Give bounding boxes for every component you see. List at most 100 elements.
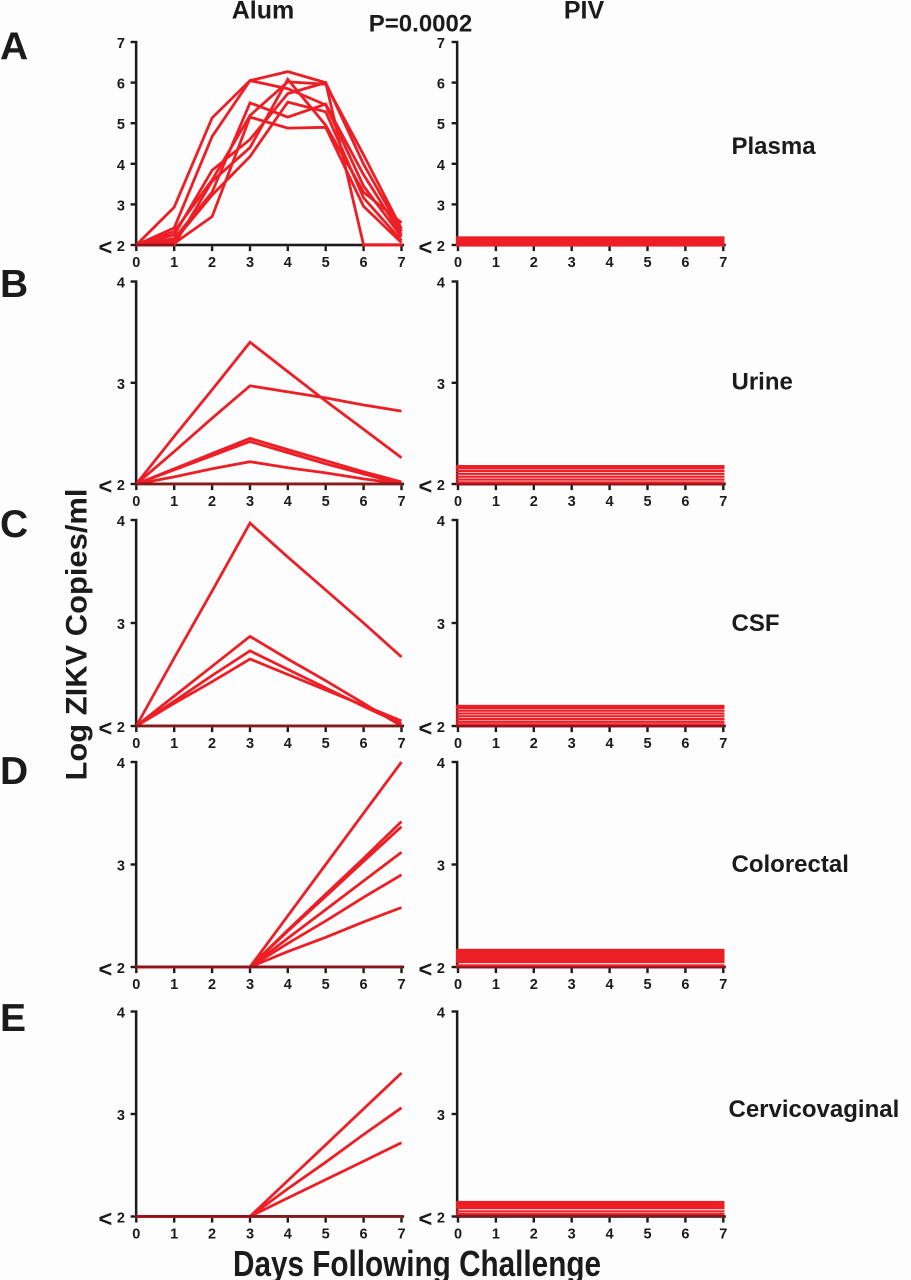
svg-text:2: 2 <box>530 736 538 752</box>
svg-text:7: 7 <box>719 736 727 752</box>
svg-text:3: 3 <box>246 494 254 510</box>
svg-text:4: 4 <box>284 1227 292 1243</box>
svg-text:3: 3 <box>117 859 125 875</box>
svg-text:3: 3 <box>117 198 125 214</box>
svg-text:0: 0 <box>132 494 140 510</box>
svg-text:0: 0 <box>454 494 462 510</box>
svg-text:1: 1 <box>170 977 178 993</box>
svg-text:E: E <box>0 997 26 1040</box>
svg-text:2: 2 <box>117 1211 125 1227</box>
svg-text:6: 6 <box>681 494 689 510</box>
svg-text:4: 4 <box>606 977 614 993</box>
svg-text:4: 4 <box>284 255 292 271</box>
svg-text:Plasma: Plasma <box>732 133 817 160</box>
svg-text:2: 2 <box>117 478 125 494</box>
svg-text:6: 6 <box>437 77 445 93</box>
svg-text:0: 0 <box>454 977 462 993</box>
svg-text:2: 2 <box>437 961 445 977</box>
svg-text:5: 5 <box>643 977 651 993</box>
svg-text:<: < <box>418 234 432 260</box>
svg-text:6: 6 <box>360 255 368 271</box>
svg-text:6: 6 <box>360 977 368 993</box>
svg-text:2: 2 <box>117 239 125 255</box>
svg-text:5: 5 <box>437 117 445 133</box>
svg-text:2: 2 <box>530 977 538 993</box>
svg-text:1: 1 <box>170 255 178 271</box>
svg-text:2: 2 <box>530 1227 538 1243</box>
svg-text:3: 3 <box>246 977 254 993</box>
svg-text:2: 2 <box>437 1211 445 1227</box>
svg-text:5: 5 <box>643 1227 651 1243</box>
svg-text:CSF: CSF <box>732 610 780 637</box>
svg-text:0: 0 <box>454 255 462 271</box>
svg-text:<: < <box>418 956 432 982</box>
svg-text:5: 5 <box>117 117 125 133</box>
svg-text:Urine: Urine <box>732 369 793 396</box>
svg-text:4: 4 <box>117 514 125 530</box>
svg-text:2: 2 <box>437 239 445 255</box>
svg-text:1: 1 <box>492 736 500 752</box>
svg-text:6: 6 <box>681 255 689 271</box>
svg-text:4: 4 <box>117 276 125 292</box>
svg-text:2: 2 <box>208 255 216 271</box>
svg-text:2: 2 <box>437 478 445 494</box>
svg-text:1: 1 <box>170 494 178 510</box>
svg-text:1: 1 <box>170 736 178 752</box>
svg-text:6: 6 <box>117 77 125 93</box>
svg-text:6: 6 <box>681 736 689 752</box>
svg-text:Log ZIKV Copies/ml: Log ZIKV Copies/ml <box>60 489 93 781</box>
svg-text:<: < <box>98 234 112 260</box>
svg-text:0: 0 <box>132 977 140 993</box>
svg-text:3: 3 <box>437 377 445 393</box>
svg-text:3: 3 <box>568 1227 576 1243</box>
svg-text:4: 4 <box>284 977 292 993</box>
svg-text:<: < <box>418 473 432 499</box>
svg-text:Colorectal: Colorectal <box>732 851 849 878</box>
svg-text:5: 5 <box>322 736 330 752</box>
svg-text:2: 2 <box>208 494 216 510</box>
svg-text:P=0.0002: P=0.0002 <box>369 11 472 38</box>
svg-text:2: 2 <box>208 1227 216 1243</box>
svg-text:6: 6 <box>681 977 689 993</box>
svg-text:0: 0 <box>132 1227 140 1243</box>
svg-text:2: 2 <box>530 255 538 271</box>
svg-text:C: C <box>0 503 28 546</box>
svg-text:5: 5 <box>643 255 651 271</box>
svg-text:2: 2 <box>437 720 445 736</box>
svg-text:<: < <box>418 715 432 741</box>
svg-text:4: 4 <box>437 158 445 174</box>
svg-text:B: B <box>0 263 28 306</box>
svg-text:3: 3 <box>246 736 254 752</box>
svg-text:Alum: Alum <box>232 0 295 25</box>
svg-text:0: 0 <box>454 1227 462 1243</box>
svg-text:0: 0 <box>132 255 140 271</box>
svg-text:Cervicovaginal: Cervicovaginal <box>729 1096 900 1123</box>
svg-text:7: 7 <box>397 1227 405 1243</box>
svg-text:3: 3 <box>568 494 576 510</box>
svg-text:5: 5 <box>322 494 330 510</box>
svg-text:2: 2 <box>208 977 216 993</box>
svg-text:4: 4 <box>606 736 614 752</box>
svg-text:5: 5 <box>643 494 651 510</box>
svg-text:7: 7 <box>397 977 405 993</box>
svg-text:3: 3 <box>437 1108 445 1124</box>
svg-text:<: < <box>98 473 112 499</box>
svg-text:1: 1 <box>492 977 500 993</box>
svg-text:4: 4 <box>117 158 125 174</box>
svg-text:4: 4 <box>606 494 614 510</box>
svg-text:A: A <box>0 26 28 69</box>
svg-text:3: 3 <box>117 377 125 393</box>
svg-text:7: 7 <box>719 977 727 993</box>
svg-text:7: 7 <box>397 494 405 510</box>
svg-text:7: 7 <box>117 36 125 52</box>
svg-text:7: 7 <box>397 736 405 752</box>
svg-text:4: 4 <box>606 255 614 271</box>
svg-text:7: 7 <box>397 255 405 271</box>
svg-text:7: 7 <box>719 1227 727 1243</box>
svg-text:4: 4 <box>284 736 292 752</box>
svg-text:4: 4 <box>437 276 445 292</box>
svg-text:3: 3 <box>437 617 445 633</box>
svg-text:4: 4 <box>117 1006 125 1022</box>
svg-text:4: 4 <box>437 756 445 772</box>
svg-text:4: 4 <box>117 756 125 772</box>
